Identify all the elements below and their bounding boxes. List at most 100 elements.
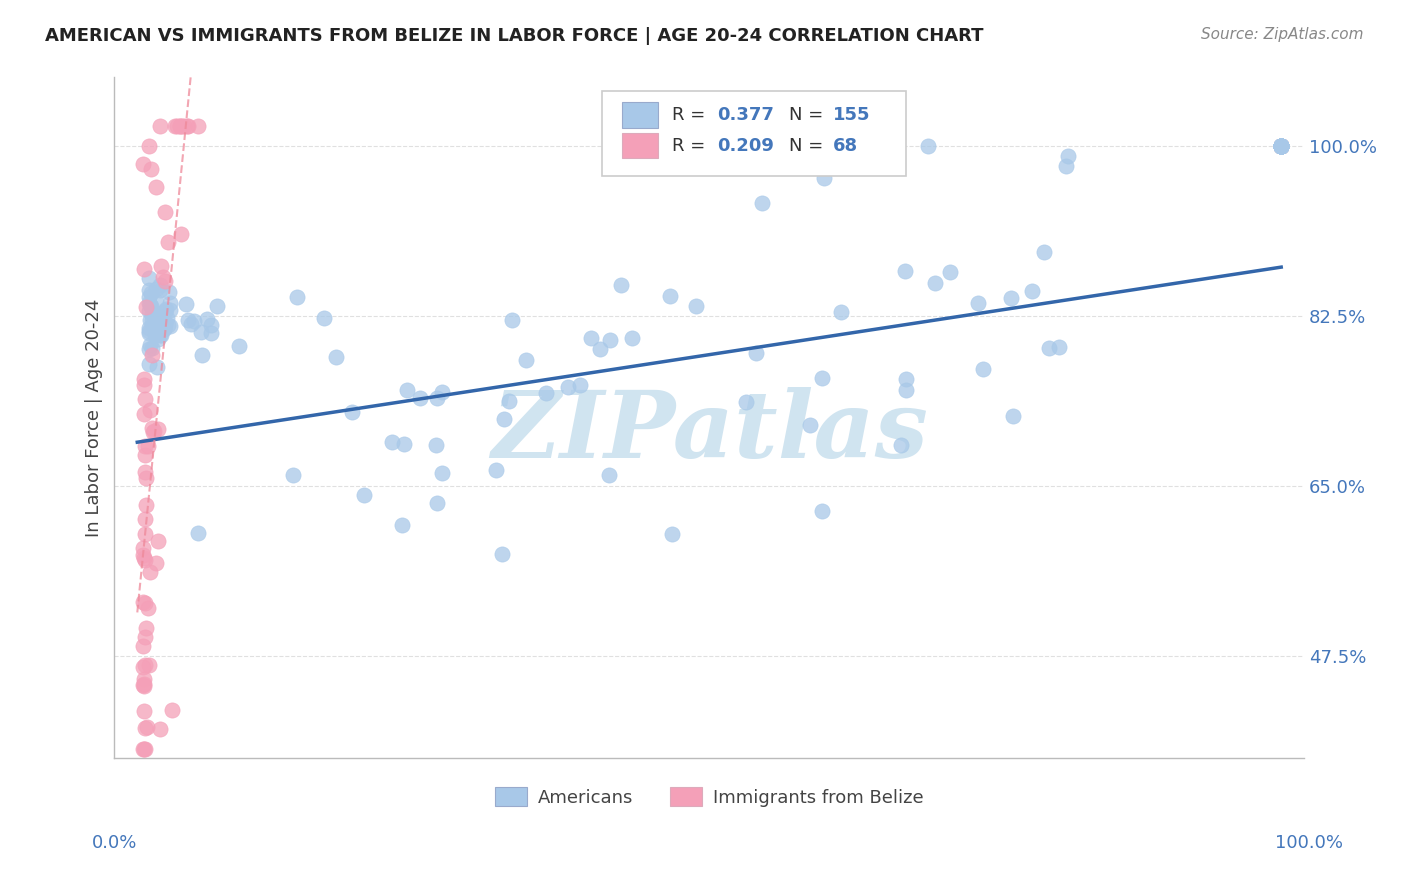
Point <box>157 235 180 250</box>
Point <box>138 290 160 304</box>
Point <box>132 157 155 171</box>
Point <box>1270 138 1292 153</box>
Point <box>159 319 181 334</box>
Text: R =: R = <box>672 136 711 154</box>
Point <box>283 467 305 482</box>
Point <box>170 227 193 242</box>
Point <box>966 295 988 310</box>
Point <box>138 283 160 297</box>
Point <box>187 119 209 133</box>
Point <box>138 342 160 356</box>
Point <box>1021 284 1043 298</box>
Point <box>1270 138 1292 153</box>
Point <box>1270 138 1292 153</box>
Text: 0.209: 0.209 <box>717 136 775 154</box>
Point <box>141 421 163 435</box>
Point <box>1270 138 1292 153</box>
Point <box>139 403 162 417</box>
Point <box>145 293 167 308</box>
Point <box>148 284 170 298</box>
Point <box>163 119 186 133</box>
Point <box>138 295 160 310</box>
Point <box>183 314 205 328</box>
Point <box>143 327 166 342</box>
Point <box>1270 138 1292 153</box>
Point <box>132 549 155 563</box>
Text: N =: N = <box>789 106 830 124</box>
Point <box>1270 138 1292 153</box>
Point <box>917 138 939 153</box>
Point <box>180 317 202 331</box>
Point <box>138 657 160 672</box>
Point <box>685 299 707 313</box>
Point <box>745 346 768 360</box>
Point <box>515 353 537 368</box>
Point <box>381 435 404 450</box>
Point <box>1033 245 1056 260</box>
Point <box>207 299 229 313</box>
Point <box>136 439 159 453</box>
Point <box>159 296 181 310</box>
Point <box>134 741 156 756</box>
Point <box>1270 138 1292 153</box>
Point <box>187 525 209 540</box>
Point <box>138 565 160 579</box>
Point <box>132 704 155 718</box>
Point <box>134 261 156 276</box>
Point <box>132 541 155 555</box>
Point <box>1270 138 1292 153</box>
Point <box>134 512 156 526</box>
Point <box>156 311 179 326</box>
Point <box>138 326 160 341</box>
FancyBboxPatch shape <box>623 102 658 128</box>
Point <box>132 660 155 674</box>
Point <box>392 437 415 451</box>
Point <box>1270 138 1292 153</box>
Point <box>1270 138 1292 153</box>
Point <box>1270 138 1292 153</box>
Point <box>159 302 181 317</box>
Point <box>152 322 174 336</box>
Point <box>145 180 167 194</box>
Point <box>176 119 198 133</box>
Point <box>1270 138 1292 153</box>
Point <box>146 310 169 324</box>
Point <box>340 405 363 419</box>
Point <box>228 339 250 353</box>
Point <box>135 300 157 314</box>
Point <box>1270 138 1292 153</box>
Point <box>391 517 413 532</box>
Point <box>148 315 170 329</box>
Point <box>1270 138 1292 153</box>
Point <box>1270 138 1292 153</box>
Point <box>1270 138 1292 153</box>
Point <box>169 119 191 133</box>
Point <box>1270 138 1292 153</box>
Text: 100.0%: 100.0% <box>1275 834 1343 852</box>
Point <box>149 318 172 333</box>
Point <box>924 276 946 290</box>
Point <box>141 299 163 313</box>
Point <box>1270 138 1292 153</box>
Point <box>890 437 912 451</box>
Point <box>498 393 520 408</box>
Point <box>138 357 160 371</box>
Point <box>134 630 156 644</box>
Point <box>148 534 170 549</box>
Point <box>149 119 172 133</box>
Point <box>176 119 198 133</box>
Point <box>200 326 222 341</box>
Point <box>153 317 176 331</box>
Point <box>166 119 188 133</box>
Point <box>134 658 156 673</box>
Text: 68: 68 <box>832 136 858 154</box>
Point <box>1270 138 1292 153</box>
Point <box>599 333 621 347</box>
Point <box>1270 138 1292 153</box>
Point <box>153 204 176 219</box>
Point <box>1000 291 1022 305</box>
Point <box>811 504 834 518</box>
Point <box>432 467 454 481</box>
Point <box>1270 138 1292 153</box>
Point <box>142 425 165 439</box>
